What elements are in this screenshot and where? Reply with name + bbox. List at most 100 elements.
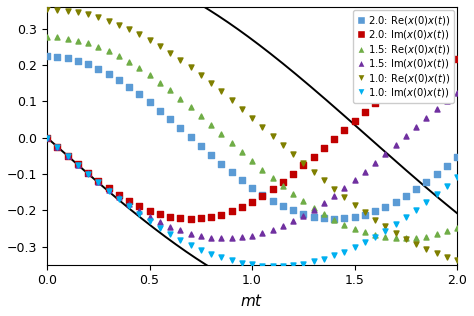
Point [289, 219, 297, 224]
Point [156, 80, 164, 85]
Point [136, 208, 143, 213]
Point [84, 12, 92, 17]
Point [238, 204, 246, 209]
Point [187, 65, 194, 70]
Point [289, 208, 297, 213]
Point [361, 212, 369, 217]
Point [228, 209, 236, 214]
Point [320, 256, 328, 261]
Point [392, 235, 400, 240]
Point [300, 261, 307, 266]
Point [105, 187, 112, 192]
Point [43, 135, 51, 140]
Point [443, 254, 451, 259]
Point [115, 22, 123, 27]
Point [156, 44, 164, 49]
Point [218, 236, 225, 241]
Point [279, 184, 287, 189]
Point [115, 77, 123, 82]
Point [269, 175, 276, 180]
Point [320, 212, 328, 217]
Point [310, 154, 318, 159]
Point [269, 228, 276, 233]
Point [412, 72, 420, 77]
Point [279, 142, 287, 147]
Point [228, 236, 236, 241]
Point [64, 36, 72, 41]
Point [300, 211, 307, 216]
Point [258, 193, 266, 198]
Point [43, 54, 51, 59]
X-axis label: $mt$: $mt$ [240, 293, 264, 309]
Point [320, 216, 328, 221]
Point [84, 41, 92, 46]
Point [258, 231, 266, 236]
Point [74, 58, 82, 64]
Point [125, 204, 133, 209]
Point [105, 49, 112, 54]
Point [54, 35, 61, 40]
Point [371, 217, 379, 222]
Point [207, 81, 215, 86]
Point [422, 234, 430, 239]
Point [330, 193, 338, 198]
Point [125, 59, 133, 64]
Point [176, 96, 184, 101]
Point [146, 73, 154, 78]
Point [310, 205, 318, 210]
Point [289, 191, 297, 197]
Point [443, 163, 451, 168]
Point [351, 202, 358, 207]
Point [54, 144, 61, 149]
Point [269, 264, 276, 269]
Point [64, 153, 72, 158]
Point [382, 228, 389, 233]
Point [125, 27, 133, 32]
Point [371, 101, 379, 106]
Point [176, 228, 184, 233]
Point [238, 106, 246, 111]
Point [310, 207, 318, 212]
Point [300, 163, 307, 168]
Point [422, 179, 430, 185]
Point [258, 192, 266, 197]
Point [300, 199, 307, 204]
Point [74, 38, 82, 43]
Legend: $2.0$: Re$(x(0)x(t))$, $2.0$: Im$(x(0)x(t))$, $1.5$: Re$(x(0)x(t))$, $1.5$: Im$(: $2.0$: Re$(x(0)x(t))$, $2.0$: Im$(x(0)x(… [353, 10, 454, 103]
Point [54, 144, 61, 149]
Point [64, 8, 72, 13]
Point [320, 201, 328, 206]
Point [382, 234, 389, 240]
Point [361, 210, 369, 215]
Point [207, 215, 215, 220]
Point [166, 232, 174, 237]
Point [248, 115, 256, 120]
Point [382, 152, 389, 157]
Point [146, 219, 154, 224]
Point [105, 185, 112, 191]
Point [392, 143, 400, 148]
Point [433, 251, 440, 256]
Point [218, 212, 225, 217]
Point [402, 193, 410, 198]
Point [433, 172, 440, 177]
Point [156, 219, 164, 224]
Point [422, 116, 430, 121]
Point [74, 9, 82, 15]
Point [361, 240, 369, 245]
Point [146, 208, 154, 213]
Point [84, 62, 92, 67]
Point [94, 179, 102, 184]
Point [94, 178, 102, 183]
Point [146, 214, 154, 219]
Point [361, 109, 369, 114]
Point [248, 158, 256, 163]
Point [289, 263, 297, 268]
Point [330, 253, 338, 258]
Point [330, 186, 338, 191]
Point [197, 144, 205, 149]
Point [330, 217, 338, 222]
Point [289, 151, 297, 156]
Point [351, 245, 358, 250]
Point [340, 127, 348, 132]
